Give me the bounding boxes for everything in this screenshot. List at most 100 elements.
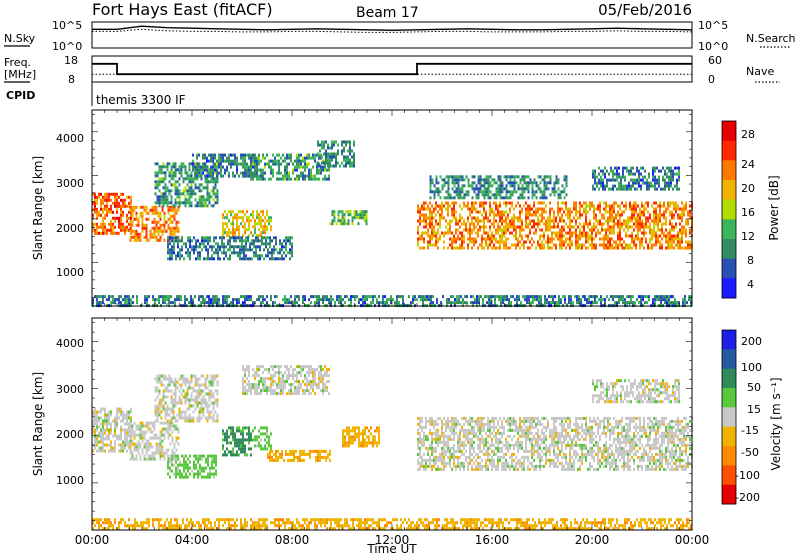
echo-cell [160, 171, 163, 175]
echo-cell [167, 251, 169, 255]
echo-cell [561, 213, 563, 217]
echo-cell [323, 143, 325, 147]
echo-cell [503, 213, 505, 217]
echo-cell [541, 234, 543, 238]
echo-cell [625, 219, 627, 223]
echo-cell [645, 207, 647, 211]
echo-cell [192, 177, 195, 181]
echo-cell [94, 407, 96, 411]
echo-cell [268, 222, 270, 226]
echo-cell [655, 207, 657, 211]
echo-cell [593, 204, 595, 208]
echo-cell [656, 166, 658, 170]
echo-cell [230, 210, 232, 214]
echo-cell [661, 237, 663, 241]
echo-cell [559, 219, 561, 223]
echo-cell [124, 434, 126, 438]
echo-cell [135, 205, 138, 209]
echo-cell [304, 295, 306, 299]
echo-cell [647, 219, 649, 223]
echo-cell [465, 204, 467, 208]
echo-cell [601, 216, 603, 220]
echo-cell [559, 246, 561, 250]
echo-cell [278, 171, 280, 175]
echo-cell [110, 428, 112, 432]
echo-cell [98, 410, 100, 414]
echo-cell [232, 219, 234, 223]
echo-cell [640, 166, 642, 170]
echo-cell [226, 216, 228, 220]
echo-cell [192, 180, 195, 184]
echo-cell [544, 298, 546, 302]
echo-cell [517, 237, 519, 241]
echo-cell [100, 434, 102, 438]
echo-cell [677, 240, 679, 244]
echo-cell [129, 226, 132, 230]
echo-cell [197, 239, 199, 243]
echo-cell [224, 222, 226, 226]
echo-cell [290, 153, 292, 157]
echo-cell [598, 166, 600, 170]
echo-cell [331, 146, 333, 150]
echo-cell [497, 190, 500, 194]
echo-cell [270, 225, 272, 229]
echo-cell [139, 454, 142, 458]
echo-cell [469, 228, 471, 232]
echo-cell [279, 257, 281, 261]
echo-cell [629, 225, 631, 229]
echo-cell [427, 222, 429, 226]
echo-cell [248, 171, 250, 175]
echo-cell [667, 204, 669, 208]
echo-cell [170, 171, 173, 175]
echo-cell [523, 178, 526, 182]
echo-cell [575, 240, 577, 244]
echo-cell [231, 245, 233, 249]
echo-cell [583, 225, 585, 229]
echo-cell [243, 251, 245, 255]
echo-cell [649, 231, 651, 235]
echo-cell [145, 217, 148, 221]
echo-cell [421, 207, 423, 211]
echo-cell [451, 207, 453, 211]
echo-cell [130, 198, 132, 202]
echo-cell [161, 229, 164, 233]
echo-cell [258, 153, 260, 157]
echo-cell [147, 445, 150, 449]
echo-cell [200, 295, 202, 299]
echo-cell [108, 422, 110, 426]
echo-cell [644, 169, 646, 173]
echo-cell [637, 219, 639, 223]
echo-cell [175, 439, 178, 443]
echo-cell [219, 245, 221, 249]
echo-cell [537, 210, 539, 214]
echo-cell [672, 187, 674, 191]
echo-cell [256, 159, 258, 163]
echo-cell [521, 219, 523, 223]
echo-cell [461, 190, 464, 194]
echo-cell [614, 295, 616, 299]
echo-cell [249, 245, 251, 249]
echo-cell [242, 153, 244, 157]
echo-cell [596, 295, 598, 299]
echo-cell [505, 225, 507, 229]
echo-cell [683, 225, 685, 229]
echo-cell [215, 242, 217, 246]
echo-cell [256, 162, 258, 166]
echo-cell [459, 243, 461, 247]
echo-cell [507, 237, 509, 241]
echo-cell [525, 216, 527, 220]
echo-cell [120, 219, 122, 223]
echo-cell [519, 228, 521, 232]
echo-cell [623, 219, 625, 223]
echo-cell [172, 401, 175, 405]
echo-cell [536, 295, 538, 299]
echo-cell [173, 251, 175, 255]
echo-cell [164, 374, 167, 378]
echo-cell [609, 210, 611, 214]
echo-cell [258, 159, 260, 163]
echo-cell [112, 419, 114, 423]
echo-cell [94, 204, 96, 208]
echo-cell [96, 422, 98, 426]
echo-cell [655, 243, 657, 247]
echo-cell [435, 201, 437, 205]
